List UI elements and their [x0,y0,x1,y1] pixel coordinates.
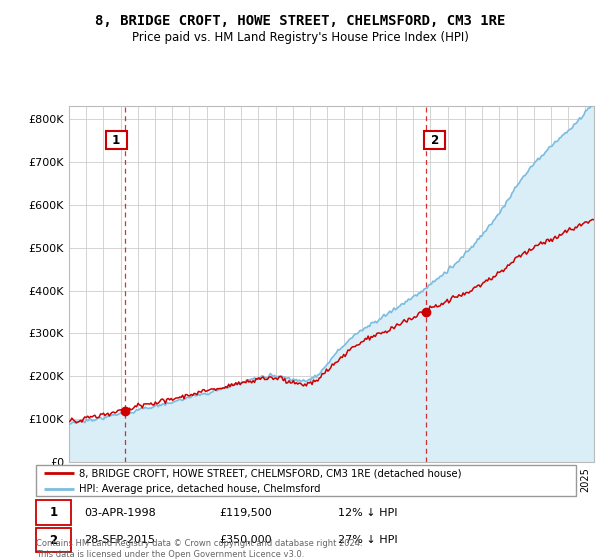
Bar [36,528,71,553]
Bar [36,500,71,525]
Text: Contains HM Land Registry data © Crown copyright and database right 2024.
This d: Contains HM Land Registry data © Crown c… [36,539,362,559]
Text: 8, BRIDGE CROFT, HOWE STREET, CHELMSFORD, CM3 1RE (detached house): 8, BRIDGE CROFT, HOWE STREET, CHELMSFORD… [79,468,462,478]
Text: 1: 1 [49,506,58,519]
Text: 8, BRIDGE CROFT, HOWE STREET, CHELMSFORD, CM3 1RE: 8, BRIDGE CROFT, HOWE STREET, CHELMSFORD… [95,14,505,28]
Text: 2: 2 [427,134,443,147]
Text: 28-SEP-2015: 28-SEP-2015 [85,535,155,545]
Text: 1: 1 [108,134,125,147]
Text: 03-APR-1998: 03-APR-1998 [85,507,157,517]
Text: 12% ↓ HPI: 12% ↓ HPI [338,507,398,517]
Text: £350,000: £350,000 [220,535,272,545]
Text: HPI: Average price, detached house, Chelmsford: HPI: Average price, detached house, Chel… [79,484,320,494]
Text: 2: 2 [49,534,58,547]
Text: 27% ↓ HPI: 27% ↓ HPI [338,535,398,545]
Text: Price paid vs. HM Land Registry's House Price Index (HPI): Price paid vs. HM Land Registry's House … [131,31,469,44]
Text: £119,500: £119,500 [220,507,272,517]
